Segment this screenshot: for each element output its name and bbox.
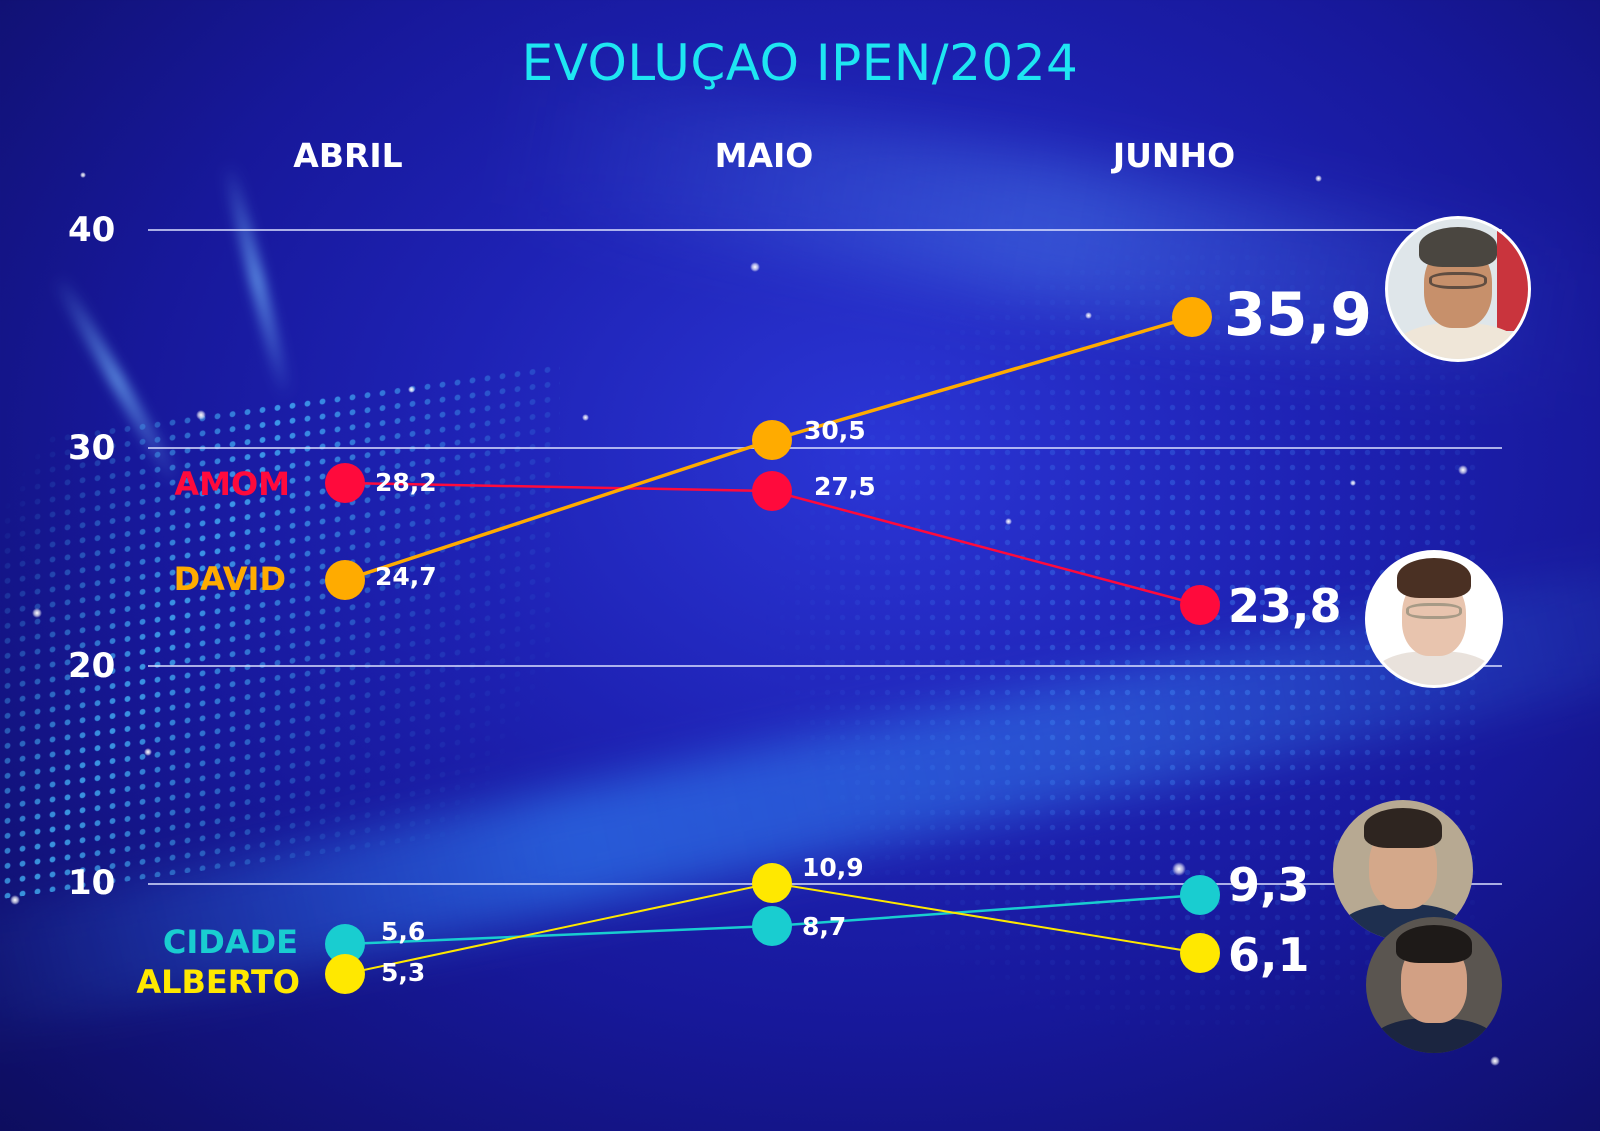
avatar-david bbox=[1385, 216, 1531, 362]
data-label-david-maio: 30,5 bbox=[804, 416, 866, 445]
data-point-amom-abril bbox=[325, 463, 365, 503]
data-label-amom-maio: 27,5 bbox=[814, 472, 876, 501]
data-label-alberto-abril: 5,3 bbox=[381, 958, 426, 987]
month-label-abril: ABRIL bbox=[293, 136, 403, 175]
data-label-alberto-junho: 6,1 bbox=[1228, 928, 1310, 982]
month-label-maio: MAIO bbox=[714, 136, 814, 175]
y-tick-10: 10 bbox=[68, 863, 116, 903]
y-tick-20: 20 bbox=[68, 646, 116, 686]
series-name-alberto: ALBERTO bbox=[136, 963, 300, 1001]
avatar-alberto bbox=[1366, 917, 1502, 1053]
data-point-david-abril bbox=[325, 560, 365, 600]
gridline-10 bbox=[148, 883, 1502, 885]
data-point-alberto-abril bbox=[325, 954, 365, 994]
avatar-amom bbox=[1365, 550, 1503, 688]
y-tick-40: 40 bbox=[68, 210, 116, 250]
gridline-40 bbox=[148, 229, 1502, 231]
data-label-david-junho: 35,9 bbox=[1224, 280, 1373, 350]
series-name-cidade: CIDADE bbox=[162, 923, 298, 961]
series-name-amom: AMOM bbox=[174, 465, 290, 503]
avatar-cidade bbox=[1333, 800, 1473, 940]
data-point-cidade-junho bbox=[1180, 875, 1220, 915]
data-point-david-maio bbox=[752, 420, 792, 460]
data-label-alberto-maio: 10,9 bbox=[802, 853, 864, 882]
data-point-amom-junho bbox=[1180, 585, 1220, 625]
flag-decoration bbox=[1497, 219, 1528, 331]
data-label-cidade-abril: 5,6 bbox=[381, 917, 426, 946]
gridline-30 bbox=[148, 447, 1502, 449]
chart-title: EVOLUÇAO IPEN/2024 bbox=[521, 34, 1079, 92]
data-point-cidade-maio bbox=[752, 906, 792, 946]
series-name-david: DAVID bbox=[173, 560, 286, 598]
data-point-amom-maio bbox=[752, 471, 792, 511]
gridline-20 bbox=[148, 665, 1502, 667]
data-point-alberto-junho bbox=[1180, 933, 1220, 973]
data-point-cidade-abril bbox=[325, 924, 365, 964]
data-label-cidade-maio: 8,7 bbox=[802, 912, 847, 941]
month-label-junho: JUNHO bbox=[1112, 136, 1236, 175]
data-label-david-abril: 24,7 bbox=[375, 562, 437, 591]
data-label-amom-junho: 23,8 bbox=[1228, 579, 1342, 633]
data-label-cidade-junho: 9,3 bbox=[1228, 858, 1310, 912]
y-tick-30: 30 bbox=[68, 428, 116, 468]
data-point-alberto-maio bbox=[752, 863, 792, 903]
data-point-david-junho bbox=[1172, 297, 1212, 337]
data-label-amom-abril: 28,2 bbox=[375, 468, 437, 497]
